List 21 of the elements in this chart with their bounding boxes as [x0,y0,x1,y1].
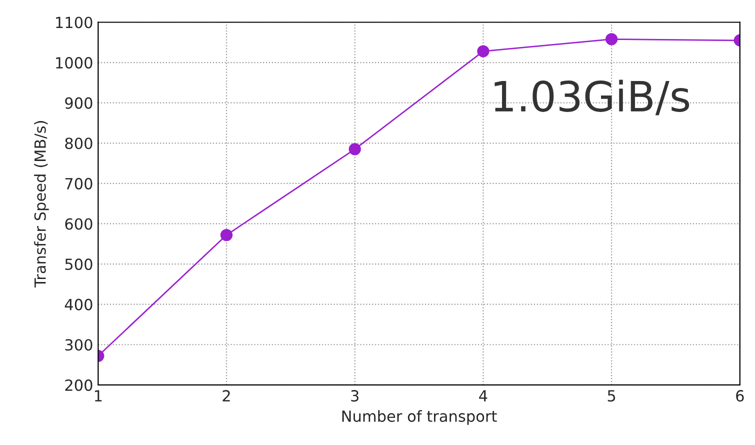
annotation: 1.03GiB/s [494,80,690,116]
x-axis-title: Number of transport [342,410,497,425]
y-tick-label: 900 [65,97,92,109]
y-tick-label: 1100 [56,16,92,28]
y-tick-label: 700 [65,178,92,190]
x-tick-label: 6 [736,390,744,402]
y-tick-label: 800 [65,138,92,150]
y-axis-title: Transfer Speed (MB/s) [34,121,49,288]
x-tick-label: 4 [479,390,488,402]
x-tick-label: 5 [608,390,616,402]
point [477,45,490,58]
y-tick-label: 600 [65,218,92,230]
y-tick-label: 300 [65,339,92,351]
point [348,143,361,156]
y-tick-label: 1000 [56,57,92,69]
y-tick-label: 500 [65,258,92,270]
x-tick-label: 2 [222,390,230,402]
y-tick-label: 200 [65,379,92,391]
x-tick-label: 3 [351,390,358,402]
x-tick-label: 1 [94,390,102,402]
y-tick-label: 400 [64,298,92,310]
